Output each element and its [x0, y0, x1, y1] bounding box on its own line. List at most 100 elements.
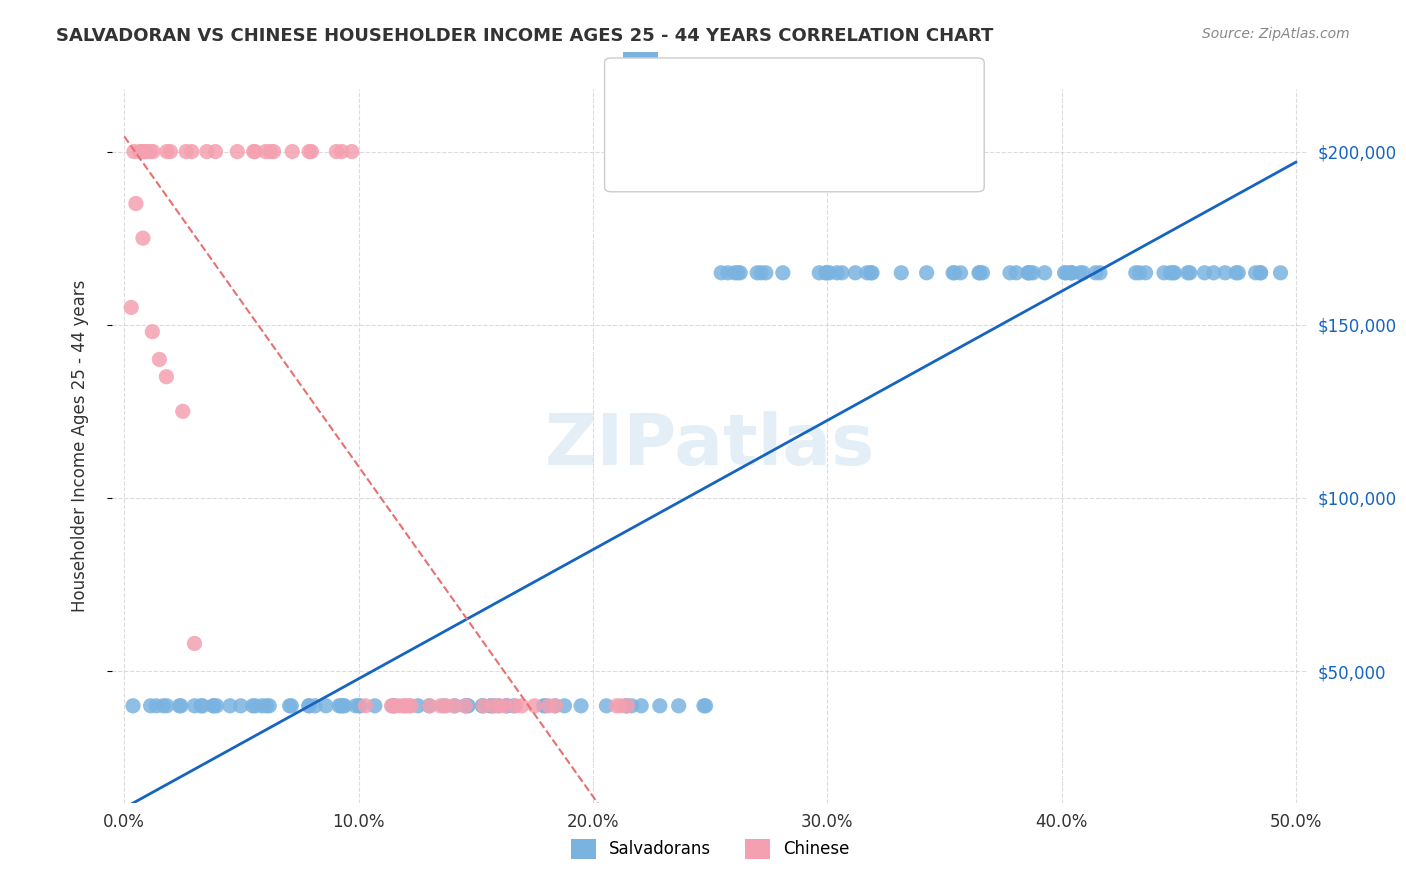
Salvadorans	[122, 698, 145, 713]
Salvadorans	[1244, 266, 1267, 280]
Salvadorans	[278, 698, 301, 713]
Salvadorans	[969, 266, 991, 280]
Salvadorans	[364, 698, 387, 713]
Salvadorans	[245, 698, 267, 713]
Salvadorans	[1270, 266, 1292, 280]
Text: ZIPatlas: ZIPatlas	[546, 411, 875, 481]
Salvadorans	[747, 266, 769, 280]
Chinese	[139, 145, 162, 159]
Chinese	[281, 145, 304, 159]
Salvadorans	[139, 698, 162, 713]
Salvadorans	[382, 698, 405, 713]
Salvadorans	[1161, 266, 1184, 280]
Salvadorans	[202, 698, 225, 713]
Chinese	[180, 145, 202, 159]
Chinese	[544, 698, 567, 713]
Salvadorans	[727, 266, 749, 280]
Salvadorans	[1054, 266, 1077, 280]
Salvadorans	[1017, 266, 1039, 280]
Salvadorans	[693, 698, 716, 713]
Salvadorans	[145, 698, 167, 713]
Salvadorans	[254, 698, 277, 713]
Salvadorans	[1033, 266, 1056, 280]
Salvadorans	[1177, 266, 1199, 280]
Salvadorans	[728, 266, 751, 280]
Chinese	[128, 145, 150, 159]
Chinese	[131, 145, 153, 159]
Salvadorans	[298, 698, 321, 713]
Salvadorans	[170, 698, 193, 713]
Salvadorans	[330, 698, 353, 713]
Salvadorans	[724, 266, 747, 280]
Salvadorans	[967, 266, 990, 280]
Salvadorans	[860, 266, 883, 280]
Salvadorans	[315, 698, 337, 713]
Chinese	[396, 698, 419, 713]
Salvadorans	[382, 698, 405, 713]
Salvadorans	[418, 698, 440, 713]
Salvadorans	[972, 266, 994, 280]
Salvadorans	[1071, 266, 1094, 280]
Salvadorans	[190, 698, 212, 713]
Chinese	[488, 698, 510, 713]
Salvadorans	[1178, 266, 1201, 280]
Salvadorans	[328, 698, 350, 713]
Salvadorans	[456, 698, 478, 713]
Chinese	[388, 698, 411, 713]
Chinese	[141, 325, 163, 339]
Salvadorans	[347, 698, 370, 713]
Salvadorans	[648, 698, 671, 713]
Salvadorans	[844, 266, 866, 280]
Salvadorans	[502, 698, 524, 713]
Chinese	[384, 698, 406, 713]
Chinese	[242, 145, 264, 159]
Salvadorans	[942, 266, 965, 280]
Salvadorans	[471, 698, 494, 713]
Salvadorans	[1060, 266, 1083, 280]
Chinese	[254, 145, 277, 159]
Salvadorans	[815, 266, 838, 280]
Salvadorans	[544, 698, 567, 713]
Chinese	[399, 698, 422, 713]
Salvadorans	[486, 698, 509, 713]
Salvadorans	[298, 698, 321, 713]
Salvadorans	[304, 698, 326, 713]
Chinese	[419, 698, 441, 713]
Salvadorans	[1227, 266, 1250, 280]
Chinese	[159, 145, 181, 159]
Chinese	[482, 698, 505, 713]
Salvadorans	[156, 698, 179, 713]
Salvadorans	[1194, 266, 1216, 280]
Salvadorans	[1250, 266, 1272, 280]
Chinese	[120, 301, 142, 315]
Salvadorans	[1213, 266, 1236, 280]
Chinese	[380, 698, 402, 713]
Text: Source: ZipAtlas.com: Source: ZipAtlas.com	[1202, 27, 1350, 41]
Salvadorans	[943, 266, 966, 280]
Chinese	[472, 698, 495, 713]
Salvadorans	[915, 266, 938, 280]
Salvadorans	[332, 698, 354, 713]
Salvadorans	[808, 266, 831, 280]
Salvadorans	[553, 698, 575, 713]
Chinese	[443, 698, 465, 713]
Chinese	[494, 698, 516, 713]
Chinese	[616, 698, 638, 713]
Salvadorans	[1163, 266, 1185, 280]
Salvadorans	[616, 698, 638, 713]
Salvadorans	[1249, 266, 1271, 280]
Salvadorans	[457, 698, 479, 713]
Salvadorans	[152, 698, 174, 713]
Salvadorans	[219, 698, 242, 713]
Salvadorans	[1084, 266, 1107, 280]
Chinese	[243, 145, 266, 159]
Chinese	[609, 698, 631, 713]
Salvadorans	[1022, 266, 1045, 280]
Salvadorans	[831, 266, 853, 280]
Chinese	[325, 145, 347, 159]
Salvadorans	[444, 698, 467, 713]
Salvadorans	[344, 698, 367, 713]
Salvadorans	[710, 266, 733, 280]
Salvadorans	[1088, 266, 1111, 280]
Chinese	[195, 145, 218, 159]
